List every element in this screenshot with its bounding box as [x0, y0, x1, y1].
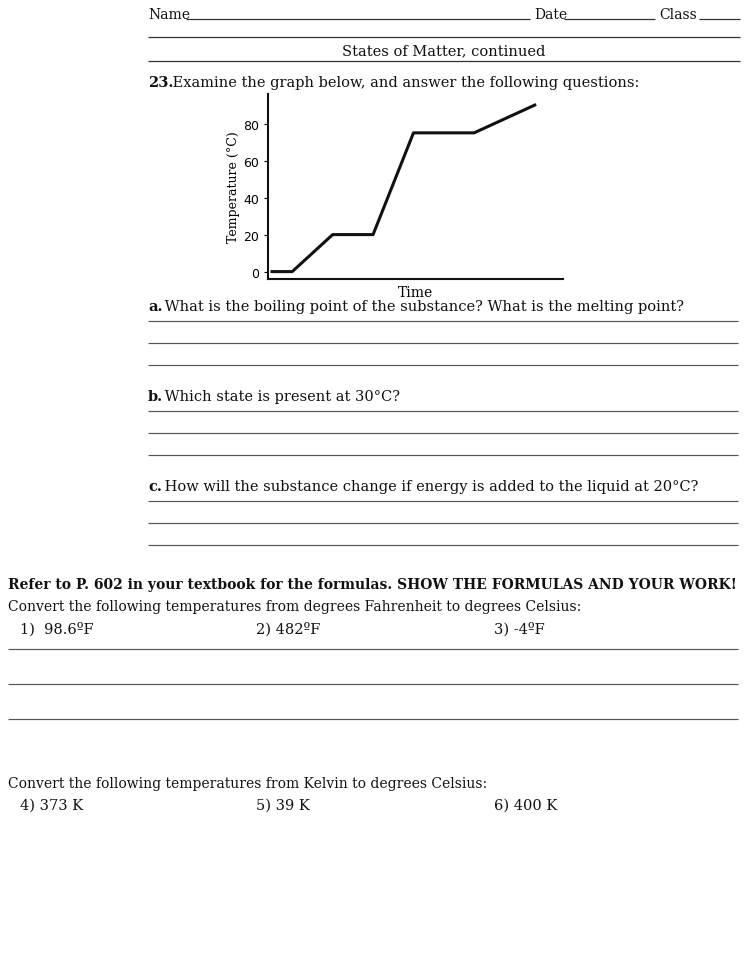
Text: 6) 400 K: 6) 400 K — [494, 798, 557, 812]
Text: 23.: 23. — [148, 76, 174, 90]
Text: 5) 39 K: 5) 39 K — [256, 798, 310, 812]
Text: c.: c. — [148, 480, 162, 493]
Text: 4) 373 K: 4) 373 K — [20, 798, 83, 812]
Text: 1)  98.6ºF: 1) 98.6ºF — [20, 621, 94, 636]
Text: Date: Date — [534, 8, 567, 22]
Text: b.: b. — [148, 390, 163, 403]
Text: What is the boiling point of the substance? What is the melting point?: What is the boiling point of the substan… — [160, 299, 684, 314]
Text: Refer to P. 602 in your textbook for the formulas. SHOW THE FORMULAS AND YOUR WO: Refer to P. 602 in your textbook for the… — [8, 578, 737, 591]
Y-axis label: Temperature (°C): Temperature (°C) — [227, 132, 240, 243]
X-axis label: Time: Time — [398, 285, 433, 299]
Text: 3) -4ºF: 3) -4ºF — [494, 621, 545, 636]
Text: Class: Class — [659, 8, 696, 22]
Text: 2) 482ºF: 2) 482ºF — [256, 621, 320, 636]
Text: How will the substance change if energy is added to the liquid at 20°C?: How will the substance change if energy … — [160, 480, 699, 493]
Text: Examine the graph below, and answer the following questions:: Examine the graph below, and answer the … — [168, 76, 640, 90]
Text: Which state is present at 30°C?: Which state is present at 30°C? — [160, 390, 400, 403]
Text: States of Matter, continued: States of Matter, continued — [343, 44, 546, 58]
Text: Convert the following temperatures from Kelvin to degrees Celsius:: Convert the following temperatures from … — [8, 776, 487, 790]
Text: a.: a. — [148, 299, 162, 314]
Text: Convert the following temperatures from degrees Fahrenheit to degrees Celsius:: Convert the following temperatures from … — [8, 600, 581, 613]
Text: Name: Name — [148, 8, 190, 22]
